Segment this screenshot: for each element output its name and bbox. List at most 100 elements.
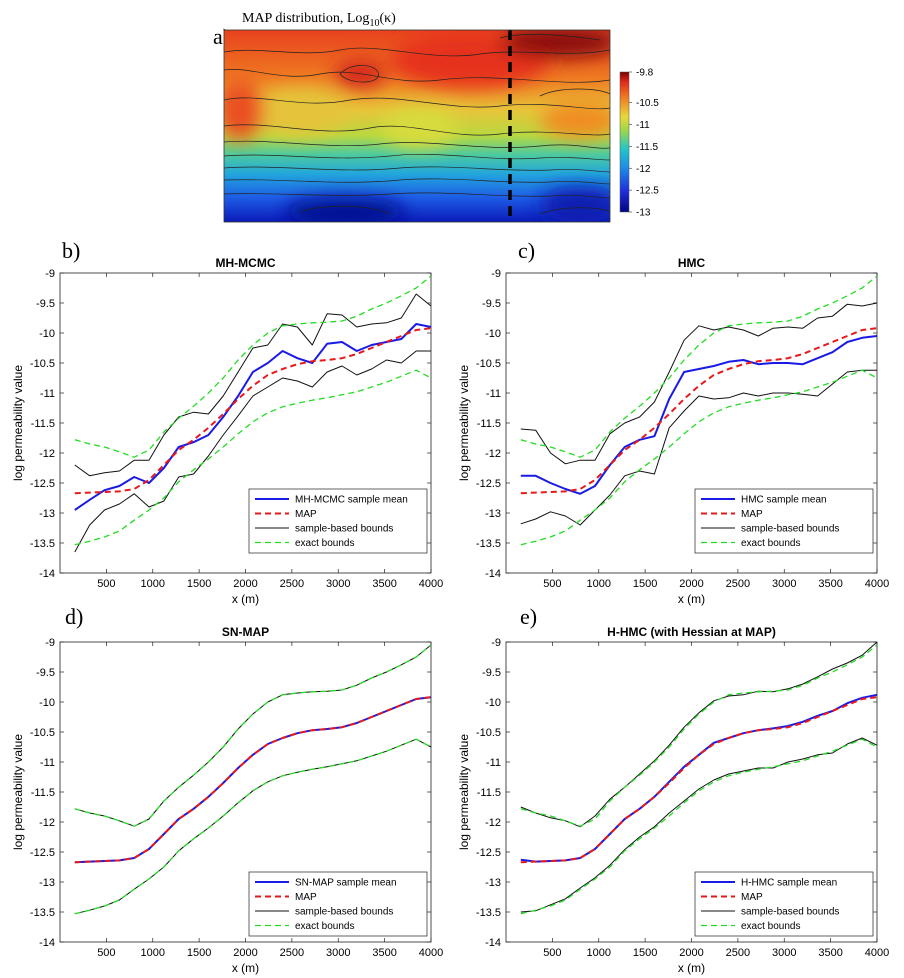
- colorbar-tick-label: -13: [636, 208, 651, 219]
- y-tick-label: -10: [485, 697, 501, 709]
- legend-label: sample-based bounds: [741, 524, 839, 535]
- x-tick-label: 4000: [865, 947, 889, 959]
- x-tick-label: 4000: [865, 578, 889, 590]
- y-tick-label: -11.5: [31, 787, 55, 799]
- series-line-sample: [74, 350, 431, 553]
- legend-label: SN-MAP sample mean: [295, 878, 397, 889]
- x-tick-label: 3500: [372, 578, 396, 590]
- y-tick-label: -13.5: [476, 538, 501, 550]
- heatmap-contours: [224, 34, 610, 215]
- x-tick-label: 2000: [233, 578, 257, 590]
- y-tick-label: -11: [486, 757, 501, 769]
- legend-label: exact bounds: [295, 538, 355, 549]
- x-tick-label: 500: [543, 578, 561, 590]
- x-tick-label: 1500: [633, 947, 657, 959]
- panel-letter: d): [65, 604, 83, 629]
- colorbar: [619, 71, 630, 213]
- series-line-exact: [74, 275, 432, 458]
- y-tick-label: -12.5: [476, 478, 501, 490]
- y-tick-label: -10.5: [476, 358, 501, 370]
- legend-label: sample-based bounds: [295, 907, 393, 918]
- x-tick-label: 4000: [419, 578, 443, 590]
- x-axis-label: x (m): [232, 961, 259, 975]
- y-tick-label: -9: [491, 268, 501, 280]
- x-tick-label: 3000: [772, 947, 796, 959]
- y-tick-label: -11: [40, 388, 55, 400]
- x-tick-label: 2000: [679, 578, 703, 590]
- series-line-sample: [520, 302, 878, 465]
- y-tick-label: -9.5: [482, 667, 501, 679]
- y-tick-label: -14: [485, 937, 501, 949]
- chart-title: HMC: [678, 256, 706, 270]
- legend-label: sample-based bounds: [295, 524, 393, 535]
- y-tick-label: -14: [39, 568, 55, 580]
- y-tick-label: -12.5: [30, 478, 55, 490]
- y-tick-label: -11.5: [477, 787, 501, 799]
- x-tick-label: 3000: [772, 578, 796, 590]
- y-axis-label: log permeability value: [11, 365, 25, 481]
- panel-a-title: MAP distribution, Log10(κ): [242, 11, 396, 29]
- y-tick-label: -11: [40, 757, 55, 769]
- y-tick-label: -13.5: [476, 907, 501, 919]
- x-tick-label: 3500: [818, 578, 842, 590]
- x-tick-label: 500: [97, 947, 115, 959]
- x-tick-label: 1000: [587, 947, 611, 959]
- chart-panel-b: b) MH-MCMC -9 -9.5 -10 -10.5 -11 -11.5 -12 -12.5 -…: [11, 238, 443, 606]
- y-tick-label: -9: [45, 268, 55, 280]
- chart-title: SN-MAP: [222, 625, 269, 639]
- legend-label: HMC sample mean: [741, 495, 827, 506]
- y-tick-label: -12.5: [476, 847, 501, 859]
- x-tick-label: 3500: [372, 947, 396, 959]
- y-tick-label: -13: [39, 877, 55, 889]
- series-line-mean: [520, 335, 878, 495]
- y-tick-label: -13.5: [30, 907, 55, 919]
- colorbar-tick-label: -12: [636, 164, 651, 175]
- legend: H-HMC sample mean MAP sample-based bounds e…: [694, 871, 874, 937]
- y-tick-label: -11.5: [477, 418, 501, 430]
- x-tick-label: 2500: [280, 578, 304, 590]
- y-tick-label: -11.5: [31, 418, 55, 430]
- series-line-exact: [74, 644, 432, 827]
- colorbar-tick-label: -11.5: [636, 142, 658, 153]
- x-tick-label: 1500: [187, 947, 211, 959]
- series-line-exact: [520, 275, 878, 458]
- y-tick-label: -10.5: [476, 727, 501, 739]
- panel-letter: c): [518, 238, 535, 263]
- line-panels: b) MH-MCMC -9 -9.5 -10 -10.5 -11 -11.5 -12 -12.5 -…: [11, 238, 889, 975]
- x-tick-label: 2000: [679, 947, 703, 959]
- y-tick-label: -12.5: [30, 847, 55, 859]
- y-tick-label: -14: [485, 568, 501, 580]
- series-line-exact: [520, 738, 878, 915]
- y-tick-label: -13: [39, 508, 55, 520]
- y-tick-label: -12: [485, 448, 501, 460]
- chart-panel-c: c) HMC -9 -9.5 -10 -10.5 -11 -11.5 -12 -12.5 -13 -1…: [457, 238, 889, 606]
- series-line-exact: [74, 738, 432, 915]
- chart-panel-d: d) SN-MAP -9 -9.5 -10 -10.5 -11 -11.5 -12 -12.5 -1…: [11, 604, 443, 975]
- y-tick-label: -10: [39, 328, 55, 340]
- series-line-exact: [520, 369, 878, 546]
- legend: MH-MCMC sample mean MAP sample-based bound…: [248, 488, 428, 554]
- panel-a: a) MAP distribution, Log10(κ): [213, 11, 659, 223]
- x-tick-label: 1500: [187, 578, 211, 590]
- colorbar-tick-label: -9.8: [636, 68, 654, 79]
- x-tick-label: 1000: [587, 578, 611, 590]
- legend-label: exact bounds: [295, 921, 355, 932]
- legend: HMC sample mean MAP sample-based bounds exa…: [694, 488, 874, 554]
- x-tick-label: 1500: [633, 578, 657, 590]
- y-axis-label: log permeability value: [457, 365, 471, 481]
- x-tick-label: 500: [97, 578, 115, 590]
- y-tick-label: -10: [485, 328, 501, 340]
- y-tick-label: -10.5: [30, 727, 55, 739]
- legend-label: MAP: [295, 509, 317, 520]
- y-tick-label: -13: [485, 877, 501, 889]
- y-tick-label: -12: [39, 817, 55, 829]
- colorbar-tick-label: -10.5: [636, 98, 659, 109]
- x-axis-label: x (m): [678, 592, 705, 606]
- y-tick-label: -13.5: [30, 538, 55, 550]
- chart-panel-e: e) H-HMC (with Hessian at MAP) -9 -9.5 -10 -1…: [457, 604, 889, 975]
- series-line-sample: [520, 737, 878, 913]
- series-line-sample: [520, 369, 877, 526]
- x-axis-label: x (m): [232, 592, 259, 606]
- y-tick-label: -10.5: [30, 358, 55, 370]
